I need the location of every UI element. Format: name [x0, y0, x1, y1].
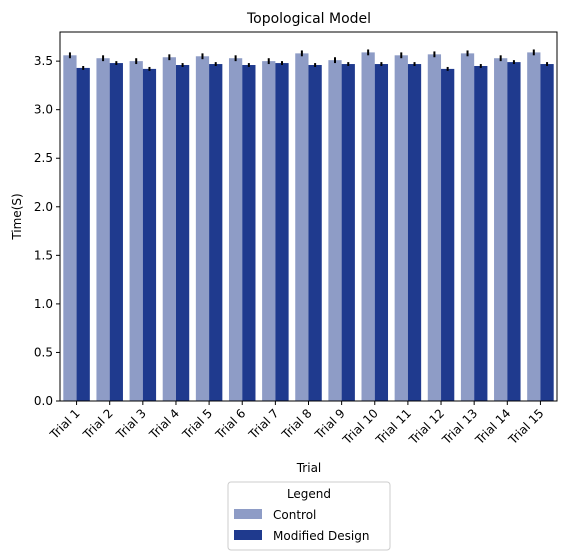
bar-control: [262, 61, 276, 401]
y-tick-label: 1.5: [34, 248, 53, 262]
bar-control: [427, 54, 442, 402]
bars: [63, 52, 554, 402]
legend-swatch-control: [234, 509, 262, 519]
bar-control: [361, 52, 375, 402]
x-tick-label: Trial 3: [113, 406, 149, 442]
y-tick-label: 0.5: [34, 345, 53, 359]
x-tick-label: Trial 6: [212, 406, 248, 442]
legend-frame: [227, 481, 391, 551]
bar-modified-design: [341, 64, 355, 401]
bar-control: [129, 61, 143, 401]
bar-modified-design: [142, 68, 157, 402]
x-tick-label: Trial 13: [439, 406, 480, 447]
x-tick-label: Trial 5: [179, 406, 215, 442]
x-axis-label: Trial: [296, 461, 322, 475]
bar-modified-design: [242, 65, 256, 401]
y-axis-label: Time(S): [10, 193, 24, 240]
bar-modified-design: [275, 63, 289, 402]
legend-label-control: Control: [273, 508, 316, 522]
chart-title: Topological Model: [246, 11, 371, 27]
bar-modified-design: [474, 65, 488, 401]
bar-modified-design: [308, 65, 322, 401]
x-tick-label: Trial 2: [80, 406, 116, 442]
bar-control: [527, 52, 541, 402]
y-tick-label: 3.5: [34, 54, 53, 68]
x-tick-label: Trial 14: [472, 406, 513, 447]
bar-modified-design: [209, 64, 223, 401]
x-tick-label: Trial 15: [505, 406, 546, 447]
bar-control: [394, 55, 408, 401]
bar-control: [460, 53, 475, 401]
bar-modified-design: [109, 63, 123, 402]
x-tick-label: Trial 7: [245, 406, 281, 442]
bar-control: [162, 57, 176, 401]
bar-control: [228, 58, 243, 402]
legend: Legend Control Modified Design: [227, 481, 391, 551]
bar-control: [295, 53, 309, 401]
x-tick-label: Trial 4: [146, 406, 182, 442]
bar-modified-design: [507, 62, 521, 401]
bar-modified-design: [407, 64, 422, 401]
x-tick-label: Trial 10: [339, 406, 380, 447]
bar-modified-design: [374, 64, 389, 401]
x-tick-label: Trial 11: [373, 406, 414, 447]
x-tick-label: Trial 1: [47, 406, 83, 442]
x-tick-label: Trial 12: [406, 406, 447, 447]
x-tick-label: Trial 8: [279, 406, 315, 442]
plot-frame: [59, 31, 558, 402]
error-bars: [68, 49, 549, 71]
bar-modified-design: [441, 68, 455, 402]
legend-title: Legend: [287, 487, 331, 501]
y-tick-label: 3.0: [34, 103, 53, 117]
bar-modified-design: [175, 65, 190, 401]
bar-control: [63, 55, 77, 401]
bar-control: [494, 58, 508, 402]
bar-control: [195, 56, 210, 402]
legend-label-modified-design: Modified Design: [273, 529, 369, 543]
legend-swatch-modified-design: [234, 530, 262, 540]
y-axis: 0.0 0.5 1.0 1.5 2.0 2.5 3.0 3.5: [34, 54, 60, 408]
bar-modified-design: [540, 64, 554, 401]
y-tick-label: 1.0: [34, 297, 53, 311]
y-tick-label: 0.0: [34, 394, 53, 408]
bar-modified-design: [76, 67, 90, 401]
y-tick-label: 2.5: [34, 151, 53, 165]
bar-control: [96, 58, 110, 402]
bar-control: [328, 60, 342, 402]
y-tick-label: 2.0: [34, 200, 53, 214]
